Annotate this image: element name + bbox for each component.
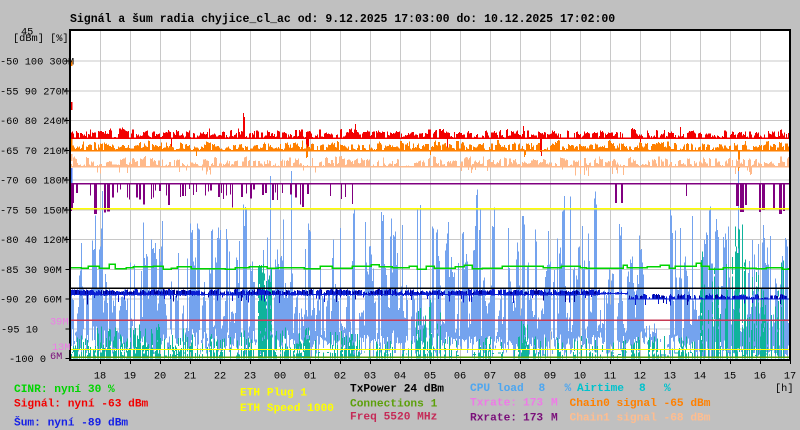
svg-text:13M: 13M (52, 342, 71, 354)
svg-text:M: M (551, 413, 558, 425)
svg-text:-55 90 270M: -55 90 270M (0, 87, 68, 99)
svg-text:Rxrate:: Rxrate: (470, 413, 517, 425)
svg-text:-70 60 180M: -70 60 180M (0, 176, 68, 188)
svg-text:Chain0 signal -65 dBm: Chain0 signal -65 dBm (570, 398, 711, 410)
svg-text:06: 06 (454, 371, 466, 383)
svg-text:14: 14 (694, 371, 706, 383)
svg-text:Txrate:: Txrate: (470, 398, 517, 410)
svg-text:01: 01 (304, 371, 316, 383)
svg-text:173: 173 (523, 413, 543, 425)
svg-text:Signál: nyní -63 dBm: Signál: nyní -63 dBm (14, 399, 149, 411)
svg-text:Freq 5520 MHz: Freq 5520 MHz (350, 412, 437, 424)
svg-text:20: 20 (154, 371, 166, 383)
svg-text:05: 05 (424, 371, 436, 383)
svg-text:02: 02 (334, 371, 346, 383)
svg-text:CPU load: CPU load (470, 383, 524, 395)
svg-text:-60 80 240M: -60 80 240M (0, 116, 68, 128)
svg-text:22: 22 (214, 371, 226, 383)
svg-text:-100 0: -100 0 (9, 354, 46, 366)
svg-text:TxPower 24 dBm: TxPower 24 dBm (350, 384, 444, 396)
svg-text:%: % (565, 383, 572, 395)
svg-text:-75 50 150M: -75 50 150M (0, 205, 68, 217)
svg-text:-65 70 210M: -65 70 210M (0, 146, 68, 158)
svg-text:-80 40 120M: -80 40 120M (0, 235, 68, 247)
svg-text:%: % (664, 383, 671, 395)
svg-text:17: 17 (784, 371, 796, 383)
svg-text:ETH Plug 1: ETH Plug 1 (240, 388, 307, 400)
svg-text:07: 07 (484, 371, 496, 383)
svg-text:16: 16 (754, 371, 766, 383)
svg-text:15: 15 (724, 371, 736, 383)
svg-text:CINR: nyní 30 %: CINR: nyní 30 % (14, 384, 115, 396)
svg-text:19: 19 (124, 371, 136, 383)
svg-text:8: 8 (639, 383, 646, 395)
svg-text:Šum: nyní -89 dBm: Šum: nyní -89 dBm (14, 416, 128, 430)
svg-text:12: 12 (634, 371, 646, 383)
svg-text:Signál a šum radia chyjice_cl_: Signál a šum radia chyjice_cl_ac od: 9.1… (70, 13, 615, 26)
svg-text:M: M (551, 398, 558, 410)
svg-text:6M: 6M (50, 351, 62, 363)
svg-text:Chain1 signal -68 dBm: Chain1 signal -68 dBm (570, 413, 711, 425)
svg-text:-90 20 60M: -90 20 60M (0, 295, 62, 307)
svg-text:11: 11 (604, 371, 616, 383)
svg-text:[h]: [h] (775, 383, 794, 395)
svg-text:04: 04 (394, 371, 406, 383)
svg-text:Airtime: Airtime (577, 383, 624, 395)
svg-text:173: 173 (523, 398, 543, 410)
svg-text:00: 00 (274, 371, 286, 383)
svg-text:09: 09 (544, 371, 556, 383)
svg-text:8: 8 (539, 383, 546, 395)
svg-text:ETH Speed 1000: ETH Speed 1000 (240, 403, 334, 415)
svg-text:21: 21 (184, 371, 196, 383)
svg-text:[dBm] [%]: [dBm] [%] (13, 33, 69, 45)
svg-text:-95 10: -95 10 (1, 324, 38, 336)
svg-text:23: 23 (244, 371, 256, 383)
svg-text:18: 18 (94, 371, 106, 383)
svg-text:03: 03 (364, 371, 376, 383)
svg-text:Connections 1: Connections 1 (350, 399, 438, 411)
svg-text:39M: 39M (50, 317, 69, 329)
svg-text:08: 08 (514, 371, 526, 383)
svg-text:-85 30 90M: -85 30 90M (0, 265, 62, 277)
svg-text:13: 13 (664, 371, 676, 383)
svg-text:45: 45 (21, 27, 33, 39)
svg-text:-50 100 300M: -50 100 300M (0, 57, 74, 69)
svg-text:10: 10 (574, 371, 586, 383)
